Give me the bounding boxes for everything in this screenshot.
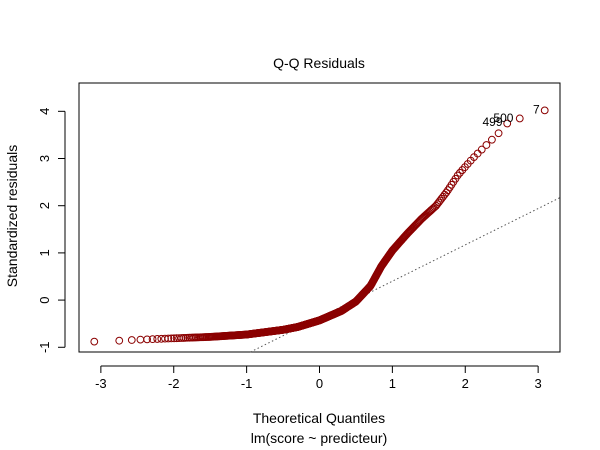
data-point — [143, 335, 152, 344]
x-tick-label: 1 — [389, 376, 396, 391]
plot-box — [78, 82, 561, 353]
data-point — [503, 119, 512, 128]
data-point — [453, 171, 462, 180]
chart-subtitle: lm(score ~ predicteur) — [251, 430, 388, 446]
data-point — [515, 114, 524, 123]
y-tick-label: 2 — [37, 202, 52, 209]
y-axis-label: Standardized residuals — [4, 145, 20, 287]
data-point — [115, 336, 124, 345]
x-tick-label: -1 — [241, 376, 253, 391]
data-point — [429, 204, 438, 213]
data-point — [494, 129, 503, 138]
chart-title: Q-Q Residuals — [273, 55, 365, 71]
x-axis-label: Theoretical Quantiles — [253, 410, 385, 426]
data-points — [90, 106, 549, 346]
data-point — [136, 335, 145, 344]
x-axis: -3 -2 -1 0 1 2 3 — [95, 365, 542, 391]
data-point — [148, 335, 157, 344]
data-point — [153, 335, 162, 343]
data-point — [482, 141, 491, 149]
data-point — [540, 106, 549, 115]
reference-line — [250, 197, 561, 353]
y-tick-label: -1 — [37, 341, 52, 353]
x-tick-label: 3 — [535, 376, 542, 391]
x-tick-label: -2 — [168, 376, 180, 391]
y-tick-label: 1 — [37, 249, 52, 256]
x-tick-label: -3 — [95, 376, 107, 391]
data-point — [456, 168, 464, 177]
data-point — [477, 145, 486, 154]
data-point — [177, 334, 186, 342]
x-tick-label: 0 — [316, 376, 323, 391]
y-axis: -1 0 1 2 3 4 — [37, 108, 66, 353]
data-point — [167, 334, 176, 343]
outlier-label: 7 — [533, 102, 540, 116]
data-point — [164, 334, 173, 343]
y-tick-label: 4 — [37, 108, 52, 115]
x-tick-label: 2 — [462, 376, 469, 391]
data-point — [90, 337, 99, 346]
data-point — [488, 135, 496, 144]
data-point — [473, 149, 482, 158]
data-point — [127, 336, 136, 344]
y-tick-label: 3 — [37, 155, 52, 162]
y-tick-label: 0 — [37, 296, 52, 303]
outlier-label: 500 — [493, 111, 513, 125]
outlier-label: 499 — [482, 115, 502, 129]
